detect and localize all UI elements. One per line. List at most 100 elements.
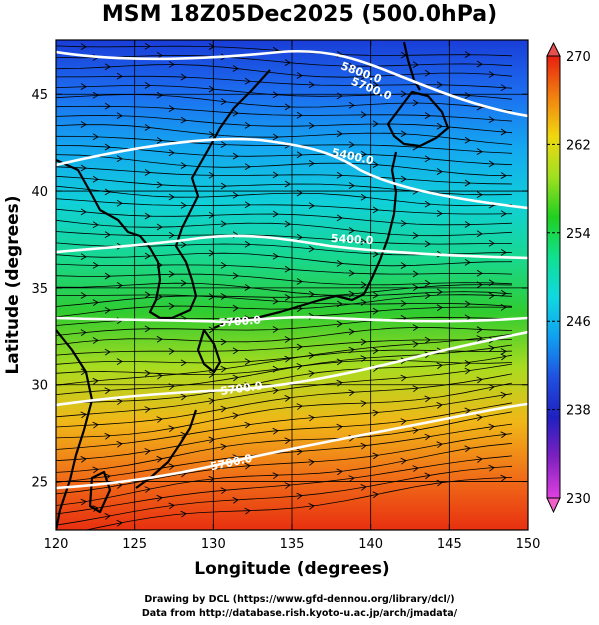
streamline-arrow xyxy=(244,462,251,470)
streamline-arrow xyxy=(208,397,215,405)
kyushu xyxy=(196,328,222,374)
streamline-arrow xyxy=(144,406,151,413)
streamline-arrow xyxy=(372,250,379,258)
streamline-arrow xyxy=(336,423,343,431)
streamline-arrow xyxy=(180,393,187,401)
streamline-arrow xyxy=(208,293,215,301)
contour-label: 5700.0 xyxy=(218,314,262,330)
streamline-arrow xyxy=(464,407,471,415)
streamline-arrow xyxy=(476,281,483,289)
streamline-arrow xyxy=(400,130,407,138)
streamline-arrow xyxy=(80,456,87,463)
streamline-arrow xyxy=(168,231,175,239)
streamline-arrow xyxy=(476,60,483,68)
streamline-arrow xyxy=(208,211,215,219)
streamline-arrow xyxy=(92,421,99,429)
height-contour xyxy=(56,330,528,407)
streamline-arrow xyxy=(208,436,215,444)
streamline-arrow xyxy=(436,210,443,217)
streamline-arrow xyxy=(296,233,303,241)
streamline-arrow xyxy=(360,281,367,289)
streamline-arrow xyxy=(372,347,379,355)
streamline-arrow xyxy=(144,252,151,260)
streamline-arrow xyxy=(308,202,315,210)
streamline-arrow xyxy=(208,171,215,179)
streamline xyxy=(56,166,513,185)
x-tick-label: 120 xyxy=(44,537,69,552)
streamline-arrow xyxy=(272,326,279,333)
sakhalin xyxy=(402,41,421,91)
streamline-arrow xyxy=(104,272,111,280)
streamline-arrow xyxy=(272,171,279,179)
streamline-arrow xyxy=(180,116,187,124)
streamline-arrow xyxy=(244,358,251,365)
streamline xyxy=(56,402,513,462)
streamline-arrow xyxy=(400,175,407,183)
streamline-arrow xyxy=(348,182,355,189)
streamline-arrow xyxy=(500,348,507,355)
streamline-arrow xyxy=(500,353,507,361)
streamline-arrow xyxy=(500,304,507,311)
streamline-arrow xyxy=(116,440,123,448)
streamline-arrow xyxy=(400,457,407,465)
streamline-arrow xyxy=(424,155,431,163)
streamline-arrow xyxy=(336,358,343,366)
streamline-arrow xyxy=(220,365,227,373)
streamline-arrow xyxy=(92,221,99,229)
streamline-arrow xyxy=(436,81,443,89)
streamline-arrow xyxy=(464,92,471,99)
colorbar-tick-label: 270 xyxy=(566,50,591,65)
streamline-arrow xyxy=(412,385,419,393)
streamline-arrow xyxy=(308,414,315,422)
x-axis-label: Longitude (degrees) xyxy=(194,559,389,579)
streamline-arrow xyxy=(284,437,291,445)
streamline xyxy=(56,411,513,473)
streamline-arrow xyxy=(488,239,495,247)
streamline-arrow xyxy=(156,223,163,231)
streamline-arrow xyxy=(360,484,367,491)
streamline-arrow xyxy=(412,270,419,278)
streamline-arrow xyxy=(104,432,111,440)
streamline-arrow xyxy=(232,65,239,72)
height-contour xyxy=(56,49,528,118)
streamline-arrow xyxy=(348,290,355,298)
streamline-arrow xyxy=(92,337,99,344)
streamline-arrow xyxy=(348,62,355,70)
streamline-arrow xyxy=(412,284,419,291)
x-tick-label: 135 xyxy=(280,537,305,552)
height-contour xyxy=(56,137,528,210)
streamline-arrow xyxy=(80,411,87,419)
streamline-arrow xyxy=(156,372,163,380)
streamline-arrow xyxy=(168,193,175,201)
streamline xyxy=(56,284,513,307)
streamline-arrow xyxy=(436,402,443,409)
streamline-arrow xyxy=(360,355,367,363)
streamline-arrow xyxy=(308,81,315,89)
streamline-arrow xyxy=(144,291,151,299)
streamline-arrow xyxy=(336,320,343,328)
streamline-arrow xyxy=(476,191,483,199)
streamline-arrow xyxy=(436,479,443,487)
streamline-arrow xyxy=(220,261,227,269)
credit-data: Data from http://database.rish.kyoto-u.a… xyxy=(141,608,458,619)
streamline-arrow xyxy=(476,148,483,155)
streamline-arrow xyxy=(244,507,251,515)
streamline-arrow xyxy=(116,112,123,120)
streamline-arrow xyxy=(360,193,367,201)
streamline-arrow xyxy=(424,292,431,300)
streamline xyxy=(56,443,513,506)
streamline xyxy=(56,105,513,122)
streamline-arrow xyxy=(296,448,303,456)
streamline-arrow xyxy=(180,73,187,81)
streamline-arrow xyxy=(360,299,367,306)
streamline-arrow xyxy=(500,289,507,297)
streamline-arrow xyxy=(488,423,495,431)
streamline-arrow xyxy=(500,248,507,256)
streamline xyxy=(56,75,513,89)
streamline-arrow xyxy=(244,121,251,129)
streamline-arrow xyxy=(208,371,215,378)
streamline-arrow xyxy=(92,175,99,183)
streamline-arrow xyxy=(284,180,291,188)
streamline-arrow xyxy=(372,161,379,168)
streamline-arrow xyxy=(476,326,483,334)
